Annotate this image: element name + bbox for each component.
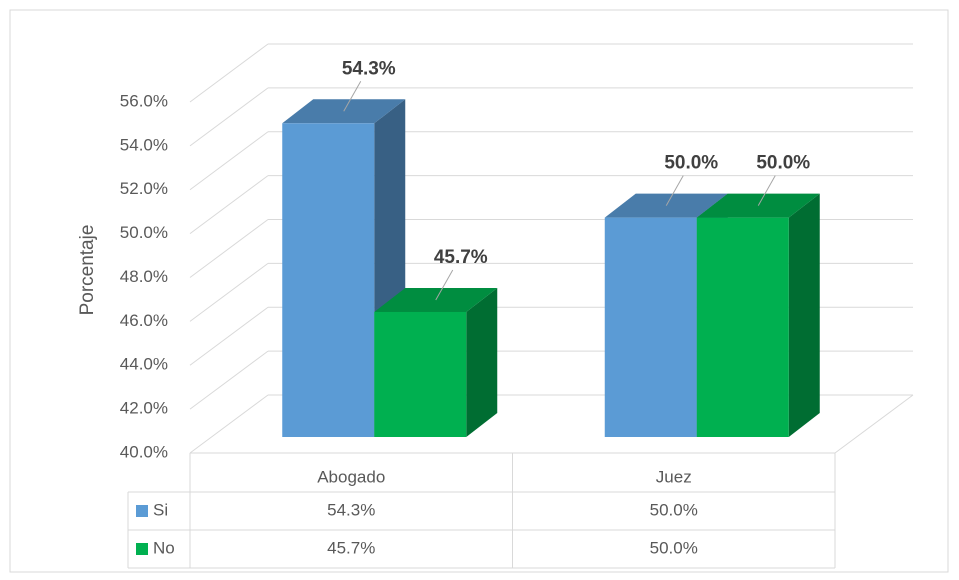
data-label: 45.7%	[434, 247, 488, 268]
grid-line	[189, 306, 269, 366]
bar	[604, 217, 697, 437]
x-tick-label: Juez	[656, 467, 692, 486]
y-tick-label: 44.0%	[120, 355, 168, 374]
grid-line	[189, 175, 269, 235]
grid-line	[189, 350, 269, 410]
grid-line	[189, 43, 269, 103]
legend-swatch	[136, 505, 148, 517]
data-label: 50.0%	[664, 153, 718, 174]
leader-line	[343, 81, 362, 112]
leader-line	[757, 175, 776, 206]
table-cell: 50.0%	[650, 500, 698, 519]
grid-line	[189, 219, 269, 278]
grid-line	[189, 262, 269, 322]
bar-side	[788, 193, 820, 437]
bar	[696, 217, 789, 437]
bar-side	[466, 287, 498, 437]
y-axis-label: Porcentaje	[77, 225, 98, 316]
data-label: 50.0%	[756, 153, 810, 174]
y-tick-label: 54.0%	[120, 135, 168, 154]
y-tick-label: 48.0%	[120, 267, 168, 286]
leader-line	[665, 175, 684, 206]
grid-line	[189, 131, 269, 191]
x-tick-label: Abogado	[317, 467, 385, 486]
grid-line	[189, 394, 269, 454]
legend-label: Si	[153, 500, 168, 519]
data-label: 54.3%	[342, 58, 396, 79]
table-cell: 45.7%	[327, 538, 375, 557]
legend-label: No	[153, 538, 175, 557]
y-tick-label: 56.0%	[120, 91, 168, 110]
floor-edge	[834, 394, 914, 454]
grid-line	[189, 87, 269, 147]
bar	[374, 311, 467, 437]
y-tick-label: 52.0%	[120, 179, 168, 198]
y-tick-label: 42.0%	[120, 399, 168, 418]
table-cell: 54.3%	[327, 500, 375, 519]
table-cell: 50.0%	[650, 538, 698, 557]
legend-swatch	[136, 543, 148, 555]
y-tick-label: 40.0%	[120, 442, 168, 461]
leader-line	[435, 269, 454, 301]
y-tick-label: 46.0%	[120, 311, 168, 330]
bar	[282, 123, 375, 437]
y-tick-label: 50.0%	[120, 223, 168, 242]
